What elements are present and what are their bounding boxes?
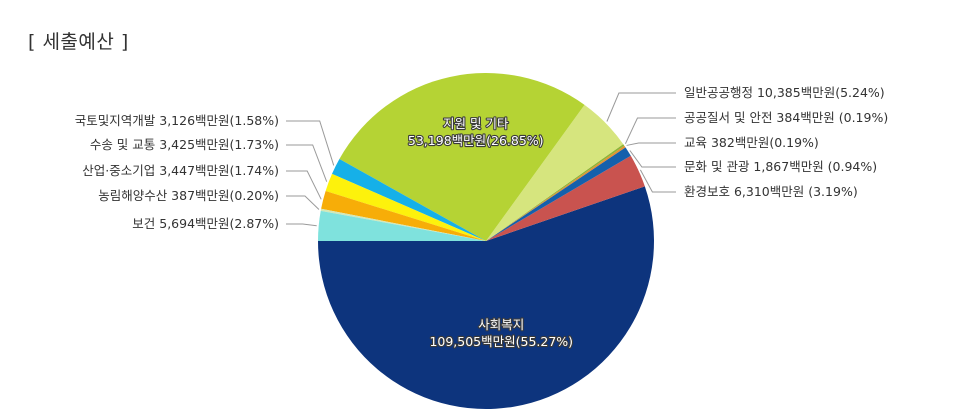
pie-slice-8 <box>325 173 486 241</box>
slice-label-9: 산업·중소기업 3,447백만원(1.74%) <box>82 163 279 178</box>
leader-line-4 <box>624 117 676 144</box>
pie-slice-6 <box>339 72 585 241</box>
slice-label-8: 수송 및 교통 3,425백만원(1.73%) <box>90 137 279 152</box>
slice-label-11: 보건 5,694백만원(2.87%) <box>132 216 279 231</box>
slice-label-5: 일반공공행정 10,385백만원(5.24%) <box>684 85 885 100</box>
slice-label-6: 지원 및 기타 <box>443 116 509 131</box>
pie-slice-4 <box>486 144 625 241</box>
pie-slice-7 <box>331 158 486 241</box>
slice-label-10: 농림해양수산 387백만원(0.20%) <box>98 188 279 203</box>
slice-value-label-6: 53,198백만원(26.85%) <box>408 133 544 148</box>
slice-label-3: 교육 382백만원(0.19%) <box>684 135 819 150</box>
pie-slice-3 <box>486 145 626 241</box>
pie-slice-5 <box>486 104 624 241</box>
pie-slice-0 <box>318 186 654 409</box>
pie-slice-1 <box>486 155 645 241</box>
pie-slice-2 <box>486 147 631 241</box>
slice-label-4: 공공질서 및 안전 384백만원 (0.19%) <box>684 110 888 125</box>
leader-line-8 <box>286 144 328 182</box>
slice-label-7: 국토및지역개발 3,126백만원(1.58%) <box>75 113 279 128</box>
pie-slice-11 <box>318 210 486 241</box>
pie-slice-9 <box>321 190 486 241</box>
page-title: [ 세출예산 ] <box>28 31 129 53</box>
leader-line-11 <box>286 223 317 227</box>
pie-slice-10 <box>320 208 486 241</box>
leader-line-7 <box>286 120 335 166</box>
slice-label-2: 문화 및 관광 1,867백만원 (0.94%) <box>684 159 877 174</box>
leader-line-5 <box>606 92 676 122</box>
leader-line-1 <box>639 169 676 193</box>
leader-line-9 <box>286 170 322 200</box>
leader-line-3 <box>626 142 676 146</box>
slice-label-1: 환경보호 6,310백만원 (3.19%) <box>684 184 858 199</box>
leader-line-2 <box>629 150 676 168</box>
slice-label-0: 사회복지 <box>478 317 524 332</box>
slice-value-label-0: 109,505백만원(55.27%) <box>429 334 573 349</box>
leader-line-10 <box>286 195 320 210</box>
